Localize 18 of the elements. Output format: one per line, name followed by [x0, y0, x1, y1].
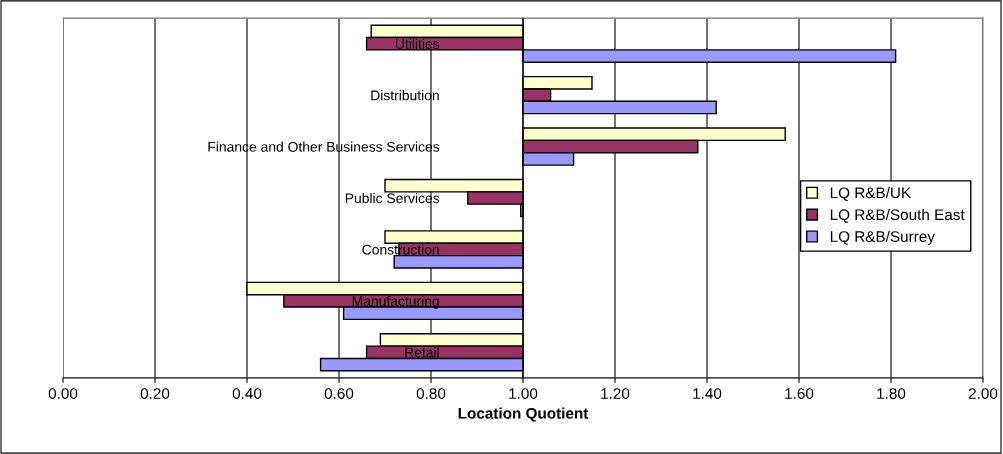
x-tick-label: 1.20 — [601, 388, 630, 399]
x-tick-label: 1.00 — [509, 388, 538, 399]
y-tick-label: Retail — [405, 347, 439, 358]
x-tick-label: 1.60 — [785, 388, 814, 399]
x-tick-label: 2.00 — [968, 388, 998, 399]
x-tick-label: 1.80 — [877, 388, 906, 399]
legend-label: LQ R&B/Surrey — [830, 230, 935, 245]
x-tick-label: 0.60 — [324, 388, 354, 399]
y-tick-label: Utilities — [395, 38, 440, 49]
y-tick-label: Manufacturing — [352, 295, 439, 309]
legend-label: LQ R&B/South East — [830, 208, 965, 223]
x-tick-label: 0.00 — [48, 388, 78, 399]
x-tick-label: 1.40 — [693, 388, 722, 399]
x-axis-title: Location Quotient — [458, 407, 589, 422]
x-tick-label: 0.20 — [140, 388, 170, 399]
x-tick-label: 0.40 — [232, 388, 262, 399]
legend-label: LQ R&B/UK — [830, 187, 911, 201]
x-tick-label: 0.80 — [416, 388, 446, 399]
